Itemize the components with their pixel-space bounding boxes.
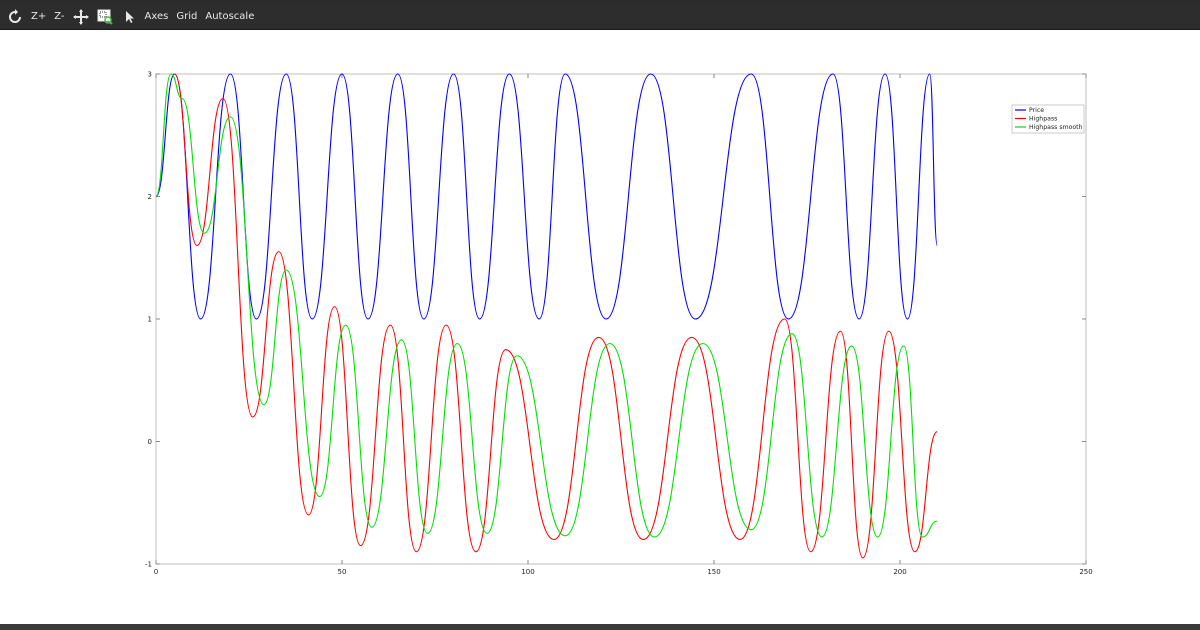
- y-tick-label: -1: [145, 561, 152, 569]
- axes-button[interactable]: Axes: [144, 11, 169, 22]
- move-icon: [72, 8, 89, 25]
- select-button[interactable]: [118, 7, 140, 27]
- y-tick-label: 0: [148, 438, 152, 446]
- y-tick-label: 3: [148, 71, 152, 79]
- series-line-price: [155, 73, 938, 320]
- series-line-highpass-smooth: [155, 73, 938, 538]
- grid-button[interactable]: Grid: [176, 11, 198, 22]
- x-tick-label: 150: [707, 568, 720, 576]
- line-chart: 0 50 100 150 200 250-10123PriceHighpassHighpa…: [145, 71, 1093, 577]
- menu-bar: [0, 0, 1200, 4]
- zoom-in-button[interactable]: Z+: [31, 11, 47, 22]
- refresh-button[interactable]: [4, 7, 26, 27]
- zoom-out-button[interactable]: Z-: [54, 11, 65, 22]
- refresh-icon: [9, 8, 21, 23]
- x-tick-label: 200: [893, 568, 906, 576]
- legend-label: Price: [1029, 107, 1044, 114]
- x-tick-label: 250: [1079, 568, 1092, 576]
- pointer-icon: [125, 10, 134, 23]
- x-tick-label: 100: [521, 568, 534, 576]
- series-line-highpass: [174, 73, 938, 559]
- plot-area[interactable]: 0 50 100 150 200 250 -1 0 1 2 3 Price Highpass Highpa…: [0, 30, 1200, 624]
- legend-label: Highpass: [1029, 116, 1057, 123]
- x-tick-label: 50: [338, 568, 347, 576]
- status-bar: [0, 624, 1200, 630]
- legend-label: Highpass smooth: [1029, 124, 1083, 131]
- y-tick-label: 1: [148, 316, 152, 324]
- x-tick-label: 0: [154, 568, 158, 576]
- zoom-box-button[interactable]: [94, 7, 116, 27]
- y-tick-label: 2: [148, 193, 152, 201]
- toolbar: Z+ Z- Axes Grid Autoscale: [0, 4, 1200, 30]
- plot-frame: [155, 73, 1087, 565]
- zoom-box-icon: [97, 9, 113, 25]
- pan-button[interactable]: [70, 7, 92, 27]
- autoscale-button[interactable]: Autoscale: [205, 11, 255, 22]
